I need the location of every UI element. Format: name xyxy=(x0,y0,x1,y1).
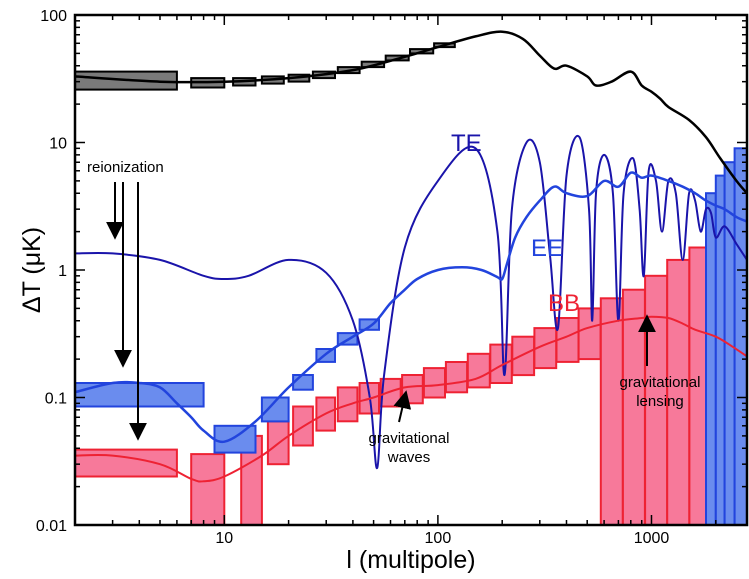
y-tick-label-3: 10 xyxy=(49,136,67,153)
ee-curve xyxy=(75,171,747,444)
bb-band-11 xyxy=(444,361,469,394)
plot-area xyxy=(75,30,747,525)
y-axis-title: ΔT (μK) xyxy=(18,227,46,313)
y-tick-label-4: 100 xyxy=(40,8,67,25)
x-tick-label-0: 10 xyxy=(215,530,233,547)
reionization-label: reionization xyxy=(87,159,164,176)
y-tick-label-0: 0.01 xyxy=(36,518,67,535)
axis-ticks: 10 100 1000 0.01 0.1 1 10 100 xyxy=(36,8,747,547)
te-label: TE xyxy=(451,130,482,157)
grav-waves-annotation: gravitational waves xyxy=(369,390,450,466)
bb-band-13 xyxy=(489,343,513,385)
ee-band-3 xyxy=(292,374,314,391)
x-tick-label-2: 1000 xyxy=(634,530,670,547)
ee-band-2 xyxy=(260,396,290,423)
bb-band-14 xyxy=(511,335,536,377)
grav-waves-label-line2: waves xyxy=(387,449,431,466)
tt-curve xyxy=(75,30,747,195)
tt-band-powers xyxy=(75,42,456,91)
bb-band-0 xyxy=(75,448,178,478)
ee-band-6 xyxy=(358,318,381,331)
model-curves xyxy=(75,30,747,483)
bb-label: BB xyxy=(548,290,580,317)
grav-lensing-label-line2: lensing xyxy=(636,393,684,410)
bb-band-1 xyxy=(190,453,226,525)
bb-band-18 xyxy=(599,297,624,525)
bb-band-17 xyxy=(577,307,602,361)
x-axis-title: l (multipole) xyxy=(346,546,475,574)
ee-band-7 xyxy=(705,192,717,525)
grav-waves-label-line1: gravitational xyxy=(369,430,450,447)
y-tick-label-2: 1 xyxy=(58,263,67,280)
grav-lensing-label-line1: gravitational xyxy=(620,374,701,391)
bb-band-12 xyxy=(466,352,491,389)
grav-lensing-annotation: gravitational lensing xyxy=(620,314,701,410)
y-tick-label-1: 0.1 xyxy=(45,391,67,408)
reionization-annotation: reionization xyxy=(87,159,164,441)
te-curve xyxy=(75,134,747,470)
x-tick-label-1: 100 xyxy=(425,530,452,547)
ee-label: EE xyxy=(531,235,563,262)
bb-lens-curve xyxy=(75,315,747,483)
ee-band-1 xyxy=(213,424,257,454)
bb-band-powers xyxy=(75,246,708,525)
bb-band-10 xyxy=(422,367,446,399)
grav-waves-arrow xyxy=(393,390,412,423)
